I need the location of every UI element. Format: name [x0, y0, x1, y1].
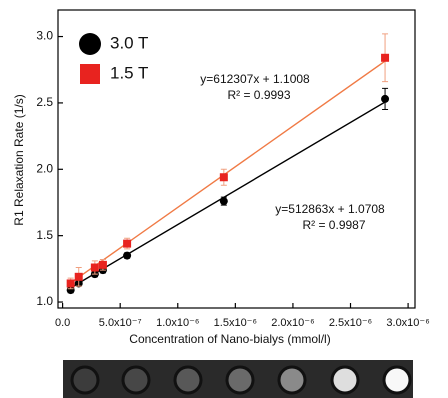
data-point [123, 240, 131, 248]
y-tick-label: 2.5 [36, 95, 53, 109]
x-tick-label: 1.5x10⁻⁶ [214, 317, 257, 329]
x-tick-label: 5.0x10⁻⁷ [99, 317, 142, 329]
data-point [75, 273, 83, 281]
phantom-well [175, 367, 201, 393]
x-tick-label: 0.0 [55, 317, 70, 329]
phantom-well [227, 367, 253, 393]
phantom-well [279, 367, 305, 393]
phantom-well [332, 367, 358, 393]
data-point [381, 54, 389, 62]
phantom-well [72, 367, 98, 393]
data-point [123, 252, 131, 260]
phantom-well [123, 367, 149, 393]
legend-label: 1.5 T [110, 63, 148, 82]
fit-r2: R² = 0.9987 [302, 218, 365, 232]
y-axis-label: R1 Relaxation Rate (1/s) [12, 94, 26, 225]
fit-line [67, 61, 385, 285]
fit-r2: R² = 0.9993 [227, 88, 290, 102]
chart: Concentration of Nano-bialys (mmol/l) R1… [0, 0, 448, 398]
data-point [381, 95, 389, 103]
x-tick-label: 2.0x10⁻⁶ [271, 317, 314, 329]
fit-equation: y=612307x + 1.1008 [200, 72, 310, 86]
x-tick-label: 2.5x10⁻⁶ [329, 317, 372, 329]
y-tick-label: 3.0 [36, 29, 53, 43]
fit-line [67, 102, 385, 290]
data-point [220, 197, 228, 205]
x-tick-label: 3.0x10⁻⁶ [386, 317, 429, 329]
phantom-image [63, 360, 413, 398]
legend-marker [80, 64, 100, 84]
fit-equation: y=512863x + 1.0708 [275, 202, 385, 216]
data-point [91, 264, 99, 272]
legend-marker [79, 33, 101, 55]
data-point [67, 279, 75, 287]
y-tick-label: 1.0 [36, 294, 53, 308]
x-tick-label: 1.0x10⁻⁶ [156, 317, 199, 329]
phantom-well [384, 367, 410, 393]
legend-label: 3.0 T [110, 33, 148, 52]
y-tick-label: 2.0 [36, 161, 53, 175]
y-tick-label: 1.5 [36, 228, 53, 242]
data-point [220, 173, 228, 181]
data-point [99, 261, 107, 269]
x-axis-label: Concentration of Nano-bialys (mmol/l) [129, 332, 330, 346]
